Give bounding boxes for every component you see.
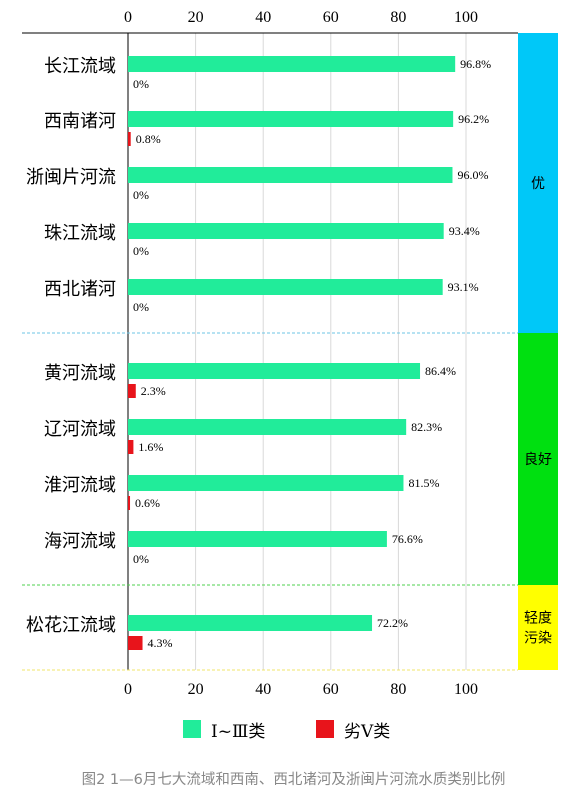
legend: Ⅰ~Ⅲ类 劣Ⅴ类: [0, 712, 587, 746]
band-label-1-0: 良好: [524, 452, 552, 468]
label-poor-7: 0.6%: [135, 496, 160, 510]
tick-top-20: 20: [188, 9, 204, 26]
category-label-4: 西北诸河: [44, 279, 116, 300]
label-poor-3: 0%: [133, 244, 149, 258]
tick-bottom-80: 80: [390, 681, 406, 698]
top-axis-ticks: 0 20 40 60 80 100: [124, 9, 478, 26]
tick-bottom-100: 100: [454, 681, 478, 698]
band-1: [518, 333, 558, 585]
bar-good-2: [128, 167, 453, 183]
label-good-8: 76.6%: [392, 532, 423, 546]
legend-swatch-poor: [316, 720, 334, 738]
category-label-1: 西南诸河: [44, 111, 116, 132]
legend-swatch-good: [183, 720, 201, 738]
bar-poor-9: [128, 636, 143, 650]
bar-good-3: [128, 223, 444, 239]
figure-caption: 图2 1—6月七大流域和西南、西北诸河及浙闽片河流水质类别比例: [81, 772, 506, 788]
bar-poor-7: [128, 496, 131, 510]
bar-poor-1: [128, 132, 131, 146]
label-poor-0: 0%: [133, 77, 149, 91]
label-good-9: 72.2%: [377, 616, 408, 630]
tick-bottom-0: 0: [124, 681, 132, 698]
bar-good-7: [128, 475, 404, 491]
tick-top-80: 80: [390, 9, 406, 26]
tick-top-100: 100: [454, 9, 478, 26]
category-label-3: 珠江流域: [44, 223, 116, 244]
legend-label-good: Ⅰ~Ⅲ类: [211, 721, 266, 742]
legend-item-poor: 劣Ⅴ类: [316, 718, 391, 742]
category-labels: 长江流域西南诸河浙闽片河流珠江流域西北诸河黄河流域辽河流域淮河流域海河流域松花江…: [26, 56, 116, 636]
band-2: [518, 585, 558, 670]
label-poor-8: 0%: [133, 552, 149, 566]
bar-good-5: [128, 363, 421, 379]
bar-good-0: [128, 56, 456, 72]
band-label-2-1: 污染: [524, 631, 552, 647]
category-label-0: 长江流域: [44, 56, 116, 77]
tick-top-60: 60: [323, 9, 339, 26]
label-poor-4: 0%: [133, 300, 149, 314]
tick-top-40: 40: [255, 9, 271, 26]
label-poor-5: 2.3%: [141, 384, 166, 398]
tick-bottom-60: 60: [323, 681, 339, 698]
category-label-5: 黄河流域: [44, 363, 116, 384]
label-good-1: 96.2%: [458, 112, 489, 126]
label-good-0: 96.8%: [460, 57, 491, 71]
band-label-2-0: 轻度: [524, 611, 552, 627]
bar-good-8: [128, 531, 387, 547]
category-label-8: 海河流域: [44, 531, 116, 552]
bar-poor-6: [128, 440, 134, 454]
bar-good-1: [128, 111, 454, 127]
category-label-7: 淮河流域: [44, 475, 116, 496]
label-good-4: 93.1%: [448, 280, 479, 294]
band-label-0-0: 优: [531, 176, 545, 192]
band-0: [518, 33, 558, 333]
category-label-6: 辽河流域: [44, 419, 116, 440]
label-good-2: 96.0%: [457, 168, 488, 182]
legend-item-good: Ⅰ~Ⅲ类: [183, 718, 266, 742]
tick-top-0: 0: [124, 9, 132, 26]
bar-good-9: [128, 615, 373, 631]
bar-poor-5: [128, 384, 136, 398]
category-label-2: 浙闽片河流: [26, 167, 116, 188]
bottom-axis-ticks: 0 20 40 60 80 100: [124, 681, 478, 698]
label-good-6: 82.3%: [411, 420, 442, 434]
legend-label-poor: 劣Ⅴ类: [344, 721, 391, 742]
band-separators: [22, 32, 518, 671]
label-poor-1: 0.8%: [136, 132, 161, 146]
bar-good-4: [128, 279, 443, 295]
label-poor-6: 1.6%: [138, 440, 163, 454]
gridlines: [127, 33, 467, 670]
label-poor-2: 0%: [133, 188, 149, 202]
bars: 96.8% 0% 96.2% 0.8% 96.0% 0% 93.4% 0% 93.1% 0% 86.…: [128, 56, 491, 650]
label-good-7: 81.5%: [408, 476, 439, 490]
label-good-5: 86.4%: [425, 364, 456, 378]
label-good-3: 93.4%: [449, 224, 480, 238]
tick-bottom-20: 20: [188, 681, 204, 698]
category-label-9: 松花江流域: [26, 615, 116, 636]
bar-good-6: [128, 419, 407, 435]
tick-bottom-40: 40: [255, 681, 271, 698]
label-poor-9: 4.3%: [148, 636, 173, 650]
